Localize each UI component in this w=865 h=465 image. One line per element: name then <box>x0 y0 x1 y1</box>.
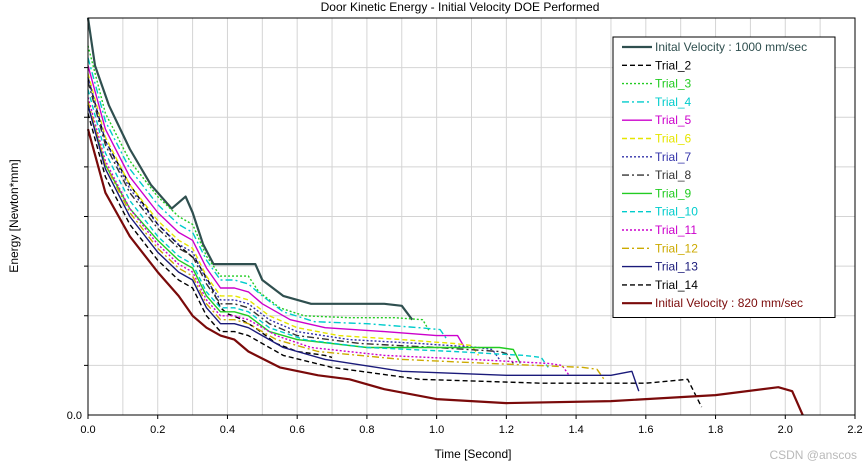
x-tick-label: 1.4 <box>568 424 583 436</box>
series-line-3 <box>87 45 431 332</box>
legend-label: Trial_4 <box>655 95 692 109</box>
y-axis-label: Energy [Newton*mm] <box>7 159 21 272</box>
legend-box <box>612 36 836 318</box>
x-tick-label: 1.8 <box>708 424 723 436</box>
series-line-14 <box>87 113 703 408</box>
x-ticks: 0.0 0.2 0.4 0.6 0.8 1.0 1.2 1.4 1.6 1.8 2.0 2.2 <box>80 415 863 436</box>
legend-label: Trial_14 <box>655 278 698 292</box>
legend-label: Trial_10 <box>655 205 698 219</box>
x-tick-label: 0.2 <box>150 424 165 436</box>
series-line-5 <box>87 65 466 348</box>
x-tick-label: 0.4 <box>220 424 235 436</box>
chart-title: Door Kinetic Energy - Initial Velocity D… <box>321 0 600 14</box>
legend-label: Inital Velocity : 1000 mm/sec <box>655 40 807 54</box>
legend-label: Trial_2 <box>655 58 692 72</box>
legend-label: Initial Velocity : 820 mm/sec <box>655 296 803 310</box>
y-ticks: 0.0 <box>67 67 88 422</box>
x-tick-label: 1.2 <box>499 424 514 436</box>
y-tick-label: 0.0 <box>67 410 82 422</box>
series-line-12 <box>87 101 605 380</box>
legend-label: Trial_7 <box>655 150 692 164</box>
series-line-7 <box>87 77 500 360</box>
legend-label: Trial_13 <box>655 260 698 274</box>
series-line-4 <box>87 57 448 341</box>
series-line-10 <box>87 89 549 368</box>
legend-label: Trial_8 <box>655 168 692 182</box>
series-line-11 <box>87 97 570 376</box>
series-line-6 <box>87 73 480 356</box>
x-axis-label: Time [Second] <box>435 447 512 461</box>
x-tick-label: 0.0 <box>80 424 95 436</box>
x-tick-label: 0.8 <box>359 424 374 436</box>
legend-label: Trial_6 <box>655 132 692 146</box>
legend-label: Trial_9 <box>655 186 692 200</box>
series-line-15 <box>86 128 804 416</box>
x-tick-label: 0.6 <box>290 424 305 436</box>
series-group <box>86 17 804 416</box>
legend-label: Trial_5 <box>655 113 692 127</box>
x-tick-label: 2.2 <box>847 424 862 436</box>
x-tick-label: 1.0 <box>429 424 444 436</box>
legend-label: Trial_11 <box>655 223 697 237</box>
series-line-13 <box>87 105 640 392</box>
x-tick-label: 2.0 <box>778 424 793 436</box>
watermark: CSDN @anscos <box>769 448 857 462</box>
legend: Inital Velocity : 1000 mm/sec Trial_2 Tria… <box>612 36 836 318</box>
series-line-1 <box>86 17 414 321</box>
series-line-8 <box>87 81 514 364</box>
series-line-9 <box>87 105 521 364</box>
legend-label: Trial_3 <box>655 77 692 91</box>
legend-label: Trial_12 <box>655 241 698 255</box>
x-tick-label: 1.6 <box>638 424 653 436</box>
